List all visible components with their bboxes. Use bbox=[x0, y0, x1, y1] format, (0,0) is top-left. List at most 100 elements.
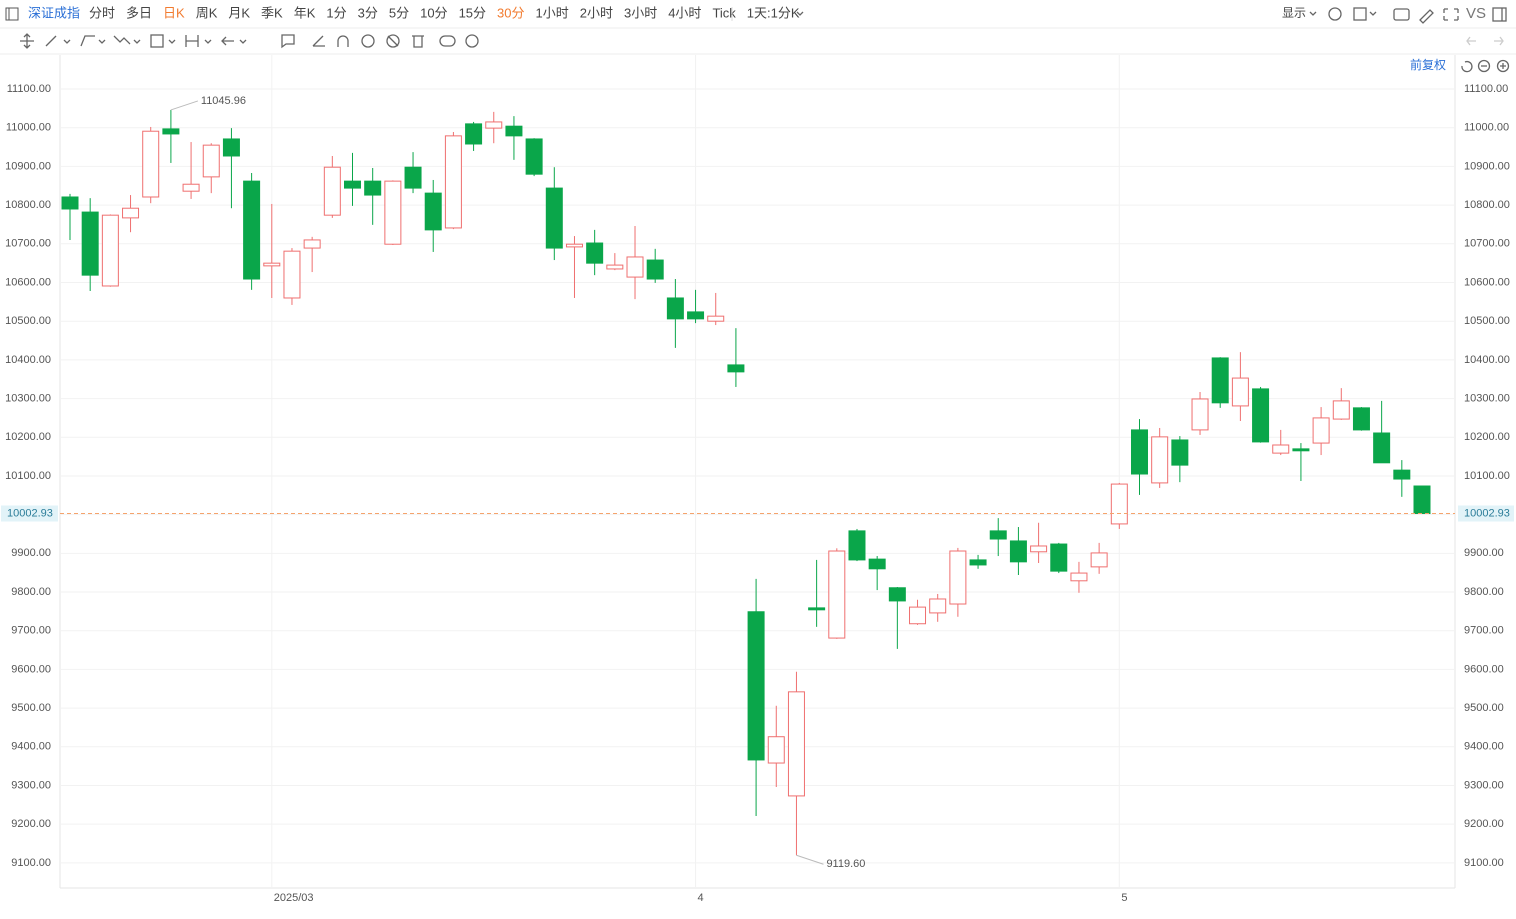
x-tick-label: 5 bbox=[1121, 892, 1127, 904]
y2-tick-label: 9200.00 bbox=[1464, 818, 1504, 830]
adjust-mode[interactable]: 前复权 bbox=[1410, 57, 1446, 72]
settings-icon[interactable] bbox=[1328, 7, 1342, 21]
wave-tool[interactable] bbox=[113, 35, 131, 45]
candle-body bbox=[283, 250, 301, 299]
redo[interactable] bbox=[1494, 36, 1504, 46]
candle-body bbox=[1009, 540, 1027, 563]
y-tick-label: 11000.00 bbox=[6, 122, 51, 134]
candle-body bbox=[1252, 388, 1270, 443]
period-tab[interactable]: 年K bbox=[294, 5, 316, 20]
y2-tick-label: 10100.00 bbox=[1464, 470, 1510, 482]
candle-body bbox=[606, 264, 624, 270]
measure-tool[interactable] bbox=[185, 35, 199, 47]
candle-body bbox=[565, 243, 583, 248]
candle-body bbox=[1393, 469, 1411, 480]
candle-body bbox=[888, 587, 906, 602]
y-tick-label: 10200.00 bbox=[5, 431, 51, 443]
ray-tool[interactable] bbox=[80, 35, 95, 47]
y-tick-label: 9200.00 bbox=[11, 818, 51, 830]
period-tab[interactable]: 4小时 bbox=[668, 5, 701, 20]
undo[interactable] bbox=[1466, 36, 1476, 46]
candle-body bbox=[1332, 400, 1350, 420]
period-tab[interactable]: 分时 bbox=[89, 5, 115, 20]
period-tab[interactable]: 5分 bbox=[389, 5, 409, 20]
period-tab[interactable]: 日K bbox=[163, 5, 185, 20]
y2-tick-label: 10500.00 bbox=[1464, 315, 1510, 327]
tool-arrow bbox=[133, 39, 141, 44]
y2-tick-label: 9300.00 bbox=[1464, 779, 1504, 791]
period-tab[interactable]: 季K bbox=[261, 5, 283, 20]
move-tool[interactable] bbox=[20, 33, 34, 49]
candle-body bbox=[1231, 377, 1249, 407]
symbol-name[interactable]: 深证成指 bbox=[28, 5, 80, 20]
period-tab[interactable]: 3小时 bbox=[624, 5, 657, 20]
period-tab[interactable]: 多日 bbox=[126, 5, 152, 20]
candle-body bbox=[727, 364, 745, 373]
y-tick-label: 9400.00 bbox=[11, 741, 51, 753]
period-tab[interactable]: 1天:1分K bbox=[747, 5, 800, 20]
candle-body bbox=[243, 180, 261, 280]
zoom-out[interactable] bbox=[1477, 59, 1491, 73]
candle-body bbox=[222, 138, 240, 157]
lock-tool[interactable] bbox=[361, 34, 375, 48]
fib-tool[interactable] bbox=[150, 34, 164, 48]
y-tick-label: 11100.00 bbox=[7, 83, 51, 95]
period-tab[interactable]: 月K bbox=[228, 5, 250, 20]
y2-tick-label: 10900.00 bbox=[1464, 160, 1510, 172]
candle-body bbox=[1413, 485, 1431, 515]
candle-body bbox=[101, 214, 119, 287]
candle-body bbox=[1191, 398, 1209, 431]
candle-body bbox=[485, 121, 503, 129]
layout-icon[interactable] bbox=[1353, 7, 1367, 21]
x-tick-label: 4 bbox=[698, 892, 704, 904]
y-tick-label: 10400.00 bbox=[5, 354, 51, 366]
arrow-tool[interactable] bbox=[221, 36, 234, 46]
candle-body bbox=[1352, 407, 1370, 431]
draw-icon[interactable] bbox=[1419, 9, 1434, 24]
right-tools bbox=[796, 7, 1507, 24]
fullscreen-icon[interactable] bbox=[1443, 8, 1459, 21]
zoom-in[interactable] bbox=[1496, 59, 1510, 73]
period-tab[interactable]: 30分 bbox=[497, 5, 524, 20]
candle-body bbox=[61, 196, 79, 210]
snapshot-icon[interactable] bbox=[1393, 8, 1410, 21]
period-tab[interactable]: 2小时 bbox=[580, 5, 613, 20]
display-menu[interactable]: 显示 bbox=[1282, 6, 1306, 20]
sidebar-toggle[interactable] bbox=[5, 7, 19, 21]
candle-body bbox=[505, 125, 523, 137]
period-tab[interactable]: 10分 bbox=[420, 5, 447, 20]
period-tab[interactable]: Tick bbox=[712, 5, 736, 20]
line-tool[interactable] bbox=[45, 35, 57, 47]
candle-body bbox=[1373, 432, 1391, 464]
period-tab[interactable]: 15分 bbox=[459, 5, 486, 20]
panel-icon[interactable] bbox=[1492, 7, 1507, 22]
delete-tool[interactable] bbox=[412, 35, 424, 48]
candle-body bbox=[1272, 444, 1290, 454]
y-tick-label: 10500.00 bbox=[5, 315, 51, 327]
note-tool[interactable] bbox=[281, 34, 295, 49]
compare-tool[interactable] bbox=[439, 35, 456, 47]
vs-button[interactable]: VS bbox=[1466, 5, 1486, 22]
y2-tick-label: 11000.00 bbox=[1464, 122, 1509, 134]
candle-body bbox=[707, 315, 725, 322]
tool-settings[interactable] bbox=[465, 34, 479, 48]
candle-body bbox=[263, 262, 281, 267]
period-arrow bbox=[796, 11, 804, 16]
last-price-label: 10002.93 bbox=[1464, 507, 1510, 519]
reset-icon[interactable] bbox=[1461, 60, 1473, 73]
angle-tool[interactable] bbox=[312, 35, 325, 47]
y2-tick-label: 10700.00 bbox=[1464, 238, 1510, 250]
layout-arrow bbox=[1369, 11, 1377, 16]
hide-tool[interactable] bbox=[386, 34, 400, 48]
magnet-tool[interactable] bbox=[337, 35, 349, 47]
period-tab[interactable]: 周K bbox=[196, 5, 218, 20]
candle-body bbox=[626, 256, 644, 278]
period-tab[interactable]: 1分 bbox=[326, 5, 346, 20]
period-tab[interactable]: 1小时 bbox=[536, 5, 569, 20]
period-tab[interactable]: 3分 bbox=[358, 5, 378, 20]
candle-body bbox=[1151, 436, 1169, 484]
candle-body bbox=[344, 180, 362, 189]
candle-body bbox=[182, 183, 200, 192]
y2-tick-label: 10400.00 bbox=[1464, 354, 1510, 366]
candle-body bbox=[1050, 543, 1068, 572]
